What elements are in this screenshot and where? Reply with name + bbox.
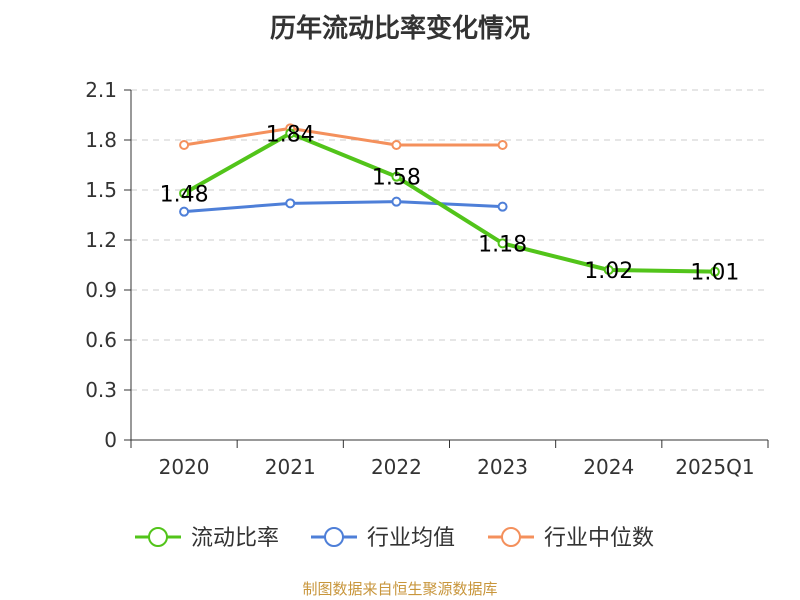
x-tick-label: 2021 bbox=[265, 455, 316, 479]
legend: 流动比率 行业均值 行业中位数 bbox=[135, 526, 654, 551]
chart-title: 历年流动比率变化情况 bbox=[269, 14, 530, 44]
series-line bbox=[183, 200, 503, 214]
y-tick-label: 0.9 bbox=[85, 278, 117, 302]
y-tick-label: 0.3 bbox=[85, 378, 117, 402]
y-tick-label: 0.6 bbox=[85, 328, 117, 352]
legend-label: 行业均值 bbox=[367, 526, 455, 551]
legend-marker bbox=[148, 527, 168, 547]
data-label: 1.01 bbox=[690, 261, 739, 286]
x-tick-label: 2020 bbox=[159, 455, 210, 479]
x-tick-label: 2024 bbox=[583, 455, 634, 479]
data-point bbox=[391, 196, 402, 207]
legend-marker bbox=[324, 527, 344, 547]
x-tick-label: 2025Q1 bbox=[675, 455, 754, 479]
x-tick-label: 2023 bbox=[477, 455, 528, 479]
y-tick-label: 1.8 bbox=[85, 128, 117, 152]
data-point bbox=[391, 171, 402, 182]
y-tick-label: 1.5 bbox=[85, 178, 117, 202]
data-label: 1.58 bbox=[372, 166, 421, 191]
data-point bbox=[179, 188, 190, 199]
series-line bbox=[183, 126, 503, 147]
data-point bbox=[179, 206, 190, 217]
source-note: 制图数据来自恒生聚源数据库 bbox=[302, 580, 498, 598]
data-point bbox=[497, 201, 508, 212]
legend-marker bbox=[501, 527, 521, 547]
legend-label: 流动比率 bbox=[191, 526, 279, 551]
y-tick-label: 2.1 bbox=[85, 78, 117, 102]
data-point bbox=[179, 140, 190, 150]
data-label: 1.18 bbox=[478, 232, 527, 257]
data-point bbox=[497, 140, 508, 150]
y-tick-label: 1.2 bbox=[85, 228, 117, 252]
data-point bbox=[603, 265, 614, 275]
data-point bbox=[709, 266, 720, 277]
data-point bbox=[285, 198, 296, 209]
series-layer bbox=[179, 123, 720, 277]
data-point bbox=[285, 128, 296, 139]
axis-layer: 0 0.3 0.6 0.9 1.2 1.5 1.8 2.1 2020 2021 2022 2023 20… bbox=[85, 78, 769, 479]
data-label: 1.02 bbox=[584, 259, 633, 284]
data-label: 1.48 bbox=[160, 182, 209, 207]
data-point bbox=[497, 238, 508, 249]
data-point bbox=[391, 140, 402, 150]
x-tick-label: 2022 bbox=[371, 455, 422, 479]
label-layer: 1.48 1.84 1.58 1.18 1.02 1.01 bbox=[160, 122, 740, 285]
y-tick-label: 0 bbox=[104, 428, 117, 452]
data-label: 1.84 bbox=[266, 122, 315, 147]
series-line bbox=[183, 131, 715, 274]
grid-layer bbox=[131, 89, 768, 391]
legend-label: 行业中位数 bbox=[544, 526, 654, 551]
